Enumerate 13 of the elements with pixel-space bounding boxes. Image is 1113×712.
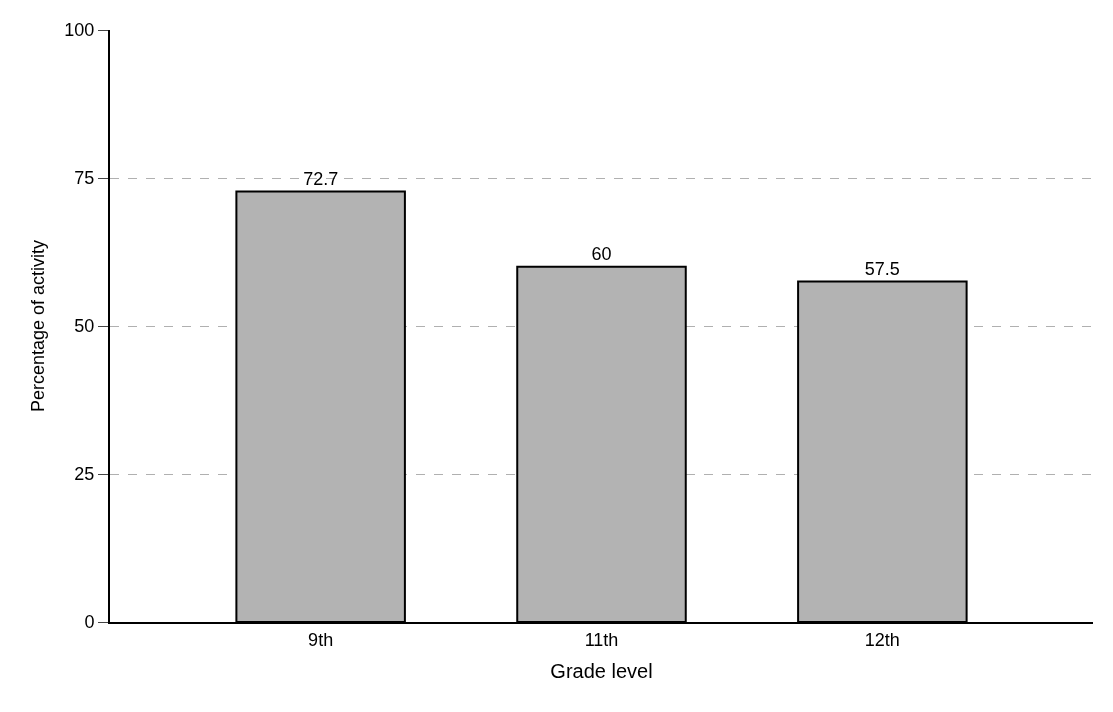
data-label: 60 <box>591 243 612 264</box>
x-tick-label: 12th <box>864 629 900 650</box>
y-tick-label: 50 <box>74 316 95 337</box>
y-axis-title: Percentage of activity <box>28 239 49 413</box>
y-tick-label: 75 <box>74 168 95 189</box>
x-axis-title: Grade level <box>550 659 653 682</box>
x-tick-label: 9th <box>308 629 334 650</box>
y-tick-label: 0 <box>84 612 95 633</box>
y-tick-label: 25 <box>74 464 95 485</box>
y-tick-label: 100 <box>64 20 95 41</box>
data-label: 57.5 <box>864 258 900 279</box>
x-tick-label: 11th <box>584 629 619 650</box>
data-label: 72.7 <box>303 168 339 189</box>
